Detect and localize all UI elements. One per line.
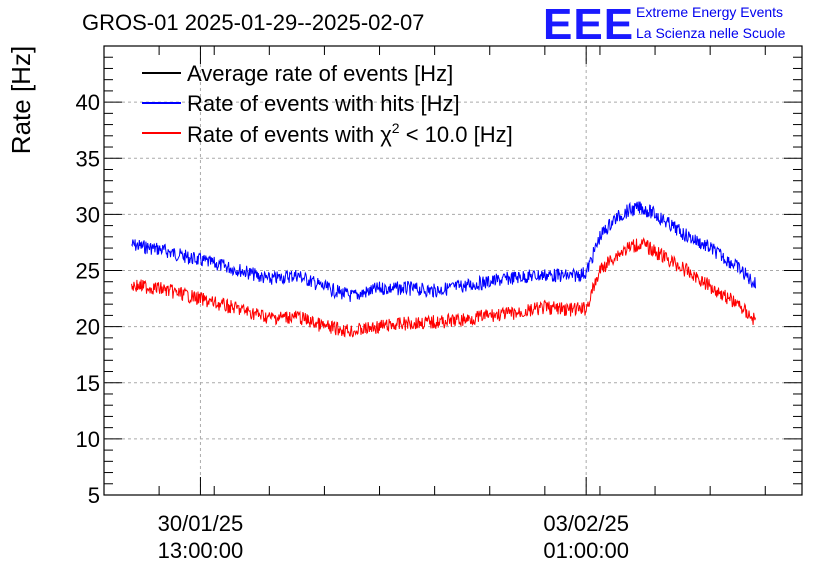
y-tick-label: 5 bbox=[88, 483, 100, 508]
y-tick-label: 25 bbox=[76, 259, 100, 284]
x-tick-label-time: 01:00:00 bbox=[543, 538, 629, 563]
y-tick-label: 40 bbox=[76, 90, 100, 115]
legend-chi2-post: < 10.0 [Hz] bbox=[400, 122, 513, 147]
x-tick-label-time: 13:00:00 bbox=[158, 538, 244, 563]
eee-logo-line1: Extreme Energy Events bbox=[636, 4, 784, 20]
legend-label-chi2: Rate of events with χ2 < 10.0 [Hz] bbox=[187, 120, 513, 147]
series-line-2 bbox=[131, 236, 756, 338]
y-axis-label: Rate [Hz] bbox=[6, 46, 36, 154]
eee-logo-line2: La Scienza nelle Scuole bbox=[636, 25, 786, 41]
y-tick-label: 10 bbox=[76, 427, 100, 452]
y-tick-label: 15 bbox=[76, 371, 100, 396]
chart-title: GROS-01 2025-01-29--2025-02-07 bbox=[82, 10, 425, 35]
legend-chi2-sup: 2 bbox=[392, 120, 400, 136]
y-tick-label: 20 bbox=[76, 315, 100, 340]
y-tick-labels: 5 10 15 20 25 30 35 40 bbox=[76, 90, 100, 508]
legend: Average rate of events [Hz] Rate of even… bbox=[142, 61, 513, 147]
x-tick-label-date: 30/01/25 bbox=[158, 511, 244, 536]
y-tick-label: 35 bbox=[76, 146, 100, 171]
legend-chi2-pre: Rate of events with bbox=[187, 122, 380, 147]
axis-ticks bbox=[103, 46, 802, 496]
legend-label-average: Average rate of events [Hz] bbox=[187, 61, 453, 86]
y-tick-label: 30 bbox=[76, 202, 100, 227]
legend-chi2-symbol: χ bbox=[380, 122, 392, 147]
series-line-1 bbox=[131, 201, 756, 302]
series-group bbox=[131, 201, 756, 338]
x-tick-label-date: 03/02/25 bbox=[543, 511, 629, 536]
eee-logo: EEE bbox=[543, 0, 635, 49]
legend-label-hits: Rate of events with hits [Hz] bbox=[187, 91, 460, 116]
